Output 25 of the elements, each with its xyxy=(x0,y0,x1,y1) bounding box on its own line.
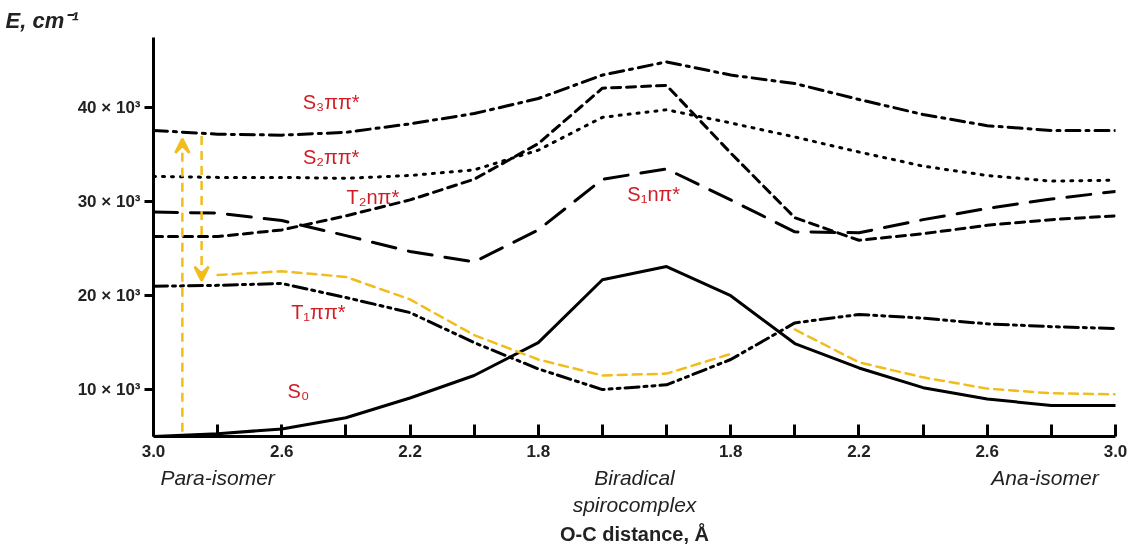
x-tick-label: 2.6 xyxy=(269,441,294,461)
line-series xyxy=(793,328,1116,396)
annotation: S₀ xyxy=(287,380,310,403)
annotation: S₃ππ* xyxy=(302,91,360,114)
x-tick-label: 1.8 xyxy=(718,441,743,461)
annotation: T₁ππ* xyxy=(291,300,346,323)
x-tick-label: 3.0 xyxy=(1103,441,1128,461)
y-tick-label: 20 × 10³ xyxy=(77,286,141,306)
x-tick-label: 1.8 xyxy=(526,441,551,461)
annotation: T₂nπ* xyxy=(346,186,400,209)
x-tick-label: 3.0 xyxy=(141,441,166,461)
y-tick-label: 10 × 10³ xyxy=(77,380,141,400)
annotation: S₁nπ* xyxy=(627,183,681,206)
annotation: S₂ππ* xyxy=(302,145,360,168)
x-tick-label: 2.2 xyxy=(398,441,422,461)
x-tick-label: 2.2 xyxy=(847,441,871,461)
line-series xyxy=(216,270,732,377)
text: Para-isomer xyxy=(160,465,276,489)
x-tick-label: 2.6 xyxy=(975,441,1000,461)
y-tick-label: 30 × 10³ xyxy=(77,192,141,212)
y-tick-label: 40 × 10³ xyxy=(77,98,141,118)
text: Biradical spirocomplex xyxy=(572,465,698,517)
text: Ana-isomer xyxy=(989,465,1100,489)
x-axis-title: O-C distance, Å xyxy=(560,522,709,546)
y-axis-title: E, cm⁻¹ xyxy=(5,7,80,33)
